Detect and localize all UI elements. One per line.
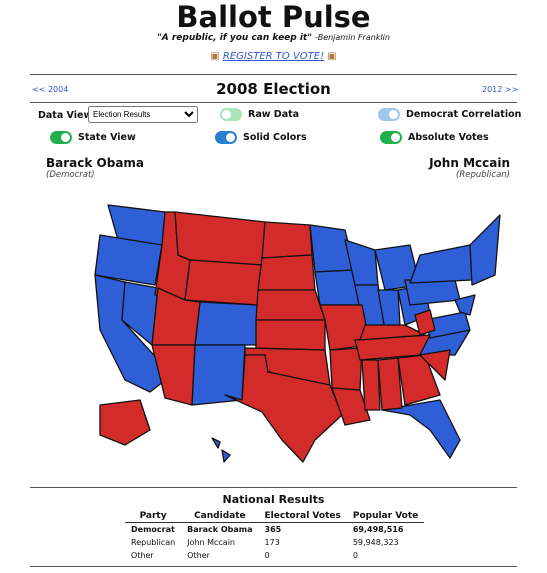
divider	[30, 102, 517, 103]
table-row: Republican John Mccain 173 59,948,323	[125, 536, 424, 549]
toggle-label: State View	[78, 132, 136, 143]
table-cell: 0	[352, 551, 358, 560]
table-cell: 365	[264, 525, 282, 534]
site-title: Ballot Pulse	[176, 0, 371, 34]
table-row: Other Other 0 0	[125, 549, 424, 562]
divider	[30, 566, 517, 567]
column-header: Popular Vote	[352, 510, 419, 521]
toggle-knob	[391, 133, 400, 142]
toggle-knob	[222, 110, 231, 119]
table-header: Party Candidate Electoral Votes Popular Vot…	[125, 509, 425, 523]
toggle-knob	[389, 110, 398, 119]
table-cell: 0	[264, 551, 270, 560]
us-map	[94, 204, 501, 463]
table-cell: Republican	[131, 538, 176, 547]
election-title: 2008 Election	[216, 80, 331, 98]
table-cell: Other	[187, 551, 210, 560]
toggle-label: Solid Colors	[243, 132, 307, 143]
quote-line: "A republic, if you can keep it" -Benjam…	[0, 33, 547, 43]
toggle-label: Raw Data	[248, 109, 300, 120]
rep-name: John Mccain	[429, 156, 510, 170]
divider	[30, 487, 517, 488]
table-cell: 59,948,323	[352, 538, 399, 547]
table-cell: Other	[131, 551, 154, 560]
table-row: Democrat Barack Obama 365 69,498,516	[125, 523, 424, 537]
results-table: Party Candidate Electoral Votes Popular Vot…	[125, 509, 425, 562]
table-cell: 173	[264, 538, 280, 547]
results-title: National Results	[222, 493, 325, 506]
register: ▣ REGISTER TO VOTE! ▣	[210, 51, 337, 62]
table-cell: Democrat	[131, 525, 175, 534]
toggle[interactable]	[380, 131, 402, 144]
toggle-label: Democrat Correlation	[406, 109, 522, 120]
column-header: Candidate	[194, 510, 246, 521]
toggle[interactable]	[50, 131, 72, 144]
prev-link[interactable]: << 2004	[32, 85, 69, 94]
toggle[interactable]	[215, 131, 237, 144]
table-cell: John Mccain	[187, 538, 236, 547]
toggle[interactable]	[220, 108, 242, 121]
divider	[30, 74, 517, 75]
rep-party: (Republican)	[456, 170, 510, 180]
next-link[interactable]: 2012 >>	[482, 85, 519, 94]
quote: "A republic, if you can keep it"	[157, 33, 312, 43]
data-view-label: Data View:	[38, 110, 97, 121]
column-header: Party	[139, 510, 167, 521]
table-cell: Barack Obama	[187, 525, 253, 534]
data-view-select[interactable]: Election Results	[88, 106, 198, 123]
dem-party: (Democrat)	[46, 170, 95, 180]
toggle-knob	[61, 133, 70, 142]
register-link[interactable]: REGISTER TO VOTE!	[222, 51, 325, 62]
toggle-label: Absolute Votes	[408, 132, 489, 143]
column-header: Electoral Votes	[264, 510, 341, 521]
toggle-knob	[226, 133, 235, 142]
quote-author: -Benjamin Franklin	[314, 33, 390, 42]
table-cell: 69,498,516	[352, 525, 404, 534]
toggle[interactable]	[378, 108, 400, 121]
dem-name: Barack Obama	[46, 156, 145, 170]
